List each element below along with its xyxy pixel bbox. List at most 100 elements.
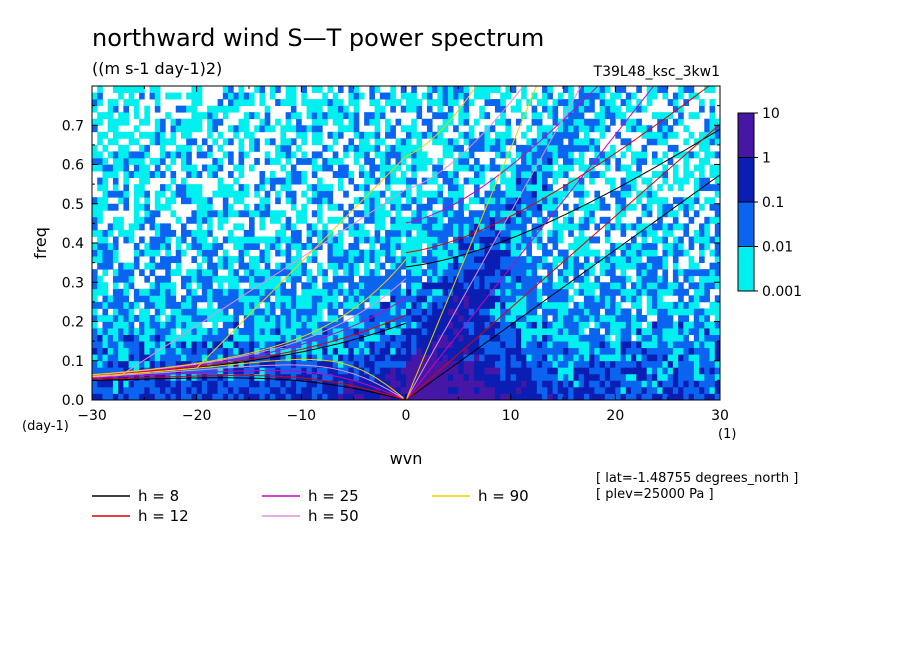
heatmap-cell bbox=[395, 229, 402, 237]
heatmap-cell bbox=[264, 157, 271, 165]
heatmap-cell bbox=[165, 203, 171, 211]
heatmap-cell bbox=[264, 328, 271, 335]
heatmap-cell bbox=[604, 373, 611, 381]
heatmap-cell bbox=[411, 164, 417, 172]
heatmap-cell bbox=[667, 314, 674, 322]
heatmap-cell bbox=[327, 243, 334, 250]
heatmap-cell bbox=[620, 275, 627, 283]
heatmap-cell bbox=[688, 347, 695, 355]
heatmap-cell bbox=[672, 262, 679, 270]
heatmap-cell bbox=[411, 236, 417, 244]
heatmap-cell bbox=[243, 393, 250, 400]
heatmap-cell bbox=[332, 275, 339, 283]
heatmap-cell bbox=[594, 112, 601, 120]
heatmap-cell bbox=[474, 314, 480, 322]
heatmap-cell bbox=[327, 144, 334, 152]
heatmap-cell bbox=[128, 314, 135, 322]
heatmap-cell bbox=[118, 216, 124, 224]
heatmap-cell bbox=[536, 354, 543, 362]
heatmap-cell bbox=[704, 236, 710, 244]
heatmap-cell bbox=[385, 301, 391, 309]
heatmap-cell bbox=[395, 341, 402, 349]
heatmap-cell bbox=[583, 321, 590, 329]
heatmap-cell bbox=[683, 386, 689, 394]
heatmap-cell bbox=[290, 380, 297, 388]
heatmap-cell bbox=[468, 354, 475, 362]
heatmap-cell bbox=[233, 275, 239, 283]
heatmap-cell bbox=[531, 308, 538, 316]
heatmap-cell bbox=[442, 138, 449, 146]
heatmap-cell bbox=[97, 386, 103, 394]
heatmap-cell bbox=[714, 164, 720, 172]
heatmap-cell bbox=[343, 125, 349, 133]
heatmap-cell bbox=[453, 295, 459, 303]
heatmap-cell bbox=[395, 275, 402, 283]
heatmap-cell bbox=[290, 190, 297, 198]
heatmap-cell bbox=[568, 184, 574, 192]
heatmap-cell bbox=[641, 190, 648, 198]
heatmap-cell bbox=[207, 360, 213, 368]
heatmap-cell bbox=[97, 256, 103, 264]
heatmap-cell bbox=[489, 269, 496, 277]
heatmap-cell bbox=[573, 138, 580, 146]
heatmap-cell bbox=[416, 112, 423, 120]
heatmap-cell bbox=[285, 288, 292, 296]
heatmap-cell bbox=[395, 243, 402, 250]
heatmap-cell bbox=[688, 197, 695, 205]
heatmap-cell bbox=[374, 86, 381, 93]
heatmap-cell bbox=[453, 328, 459, 335]
heatmap-cell bbox=[479, 321, 485, 329]
heatmap-cell bbox=[306, 288, 313, 296]
heatmap-cell bbox=[337, 177, 344, 185]
heatmap-cell bbox=[437, 210, 444, 218]
heatmap-cell bbox=[301, 386, 307, 394]
heatmap-cell bbox=[714, 321, 720, 329]
heatmap-cell bbox=[406, 256, 412, 264]
y-tick-label: 0.4 bbox=[62, 236, 84, 252]
heatmap-cell bbox=[615, 86, 621, 93]
heatmap-cell bbox=[97, 360, 103, 368]
heatmap-cell bbox=[385, 125, 391, 133]
heatmap-cell bbox=[494, 203, 501, 211]
heatmap-cell bbox=[542, 190, 548, 198]
heatmap-cell bbox=[510, 380, 517, 388]
heatmap-cell bbox=[547, 334, 553, 342]
heatmap-cell bbox=[238, 347, 245, 355]
heatmap-cell bbox=[306, 99, 313, 107]
heatmap-cell bbox=[557, 190, 564, 198]
heatmap-cell bbox=[589, 177, 595, 185]
heatmap-cell bbox=[280, 138, 287, 146]
heatmap-cell bbox=[322, 229, 328, 237]
heatmap-cell bbox=[296, 249, 302, 257]
heatmap-cell bbox=[92, 295, 98, 303]
heatmap-cell bbox=[343, 288, 349, 296]
heatmap-cell bbox=[385, 151, 391, 159]
heatmap-cell bbox=[317, 373, 323, 381]
heatmap-cell bbox=[458, 288, 464, 296]
heatmap-cell bbox=[222, 347, 229, 355]
heatmap-cell bbox=[92, 144, 98, 152]
heatmap-cell bbox=[552, 171, 559, 178]
heatmap-cell bbox=[583, 86, 590, 93]
heatmap-cell bbox=[505, 321, 512, 329]
heatmap-cell bbox=[364, 171, 370, 178]
heatmap-cell bbox=[709, 197, 716, 205]
heatmap-cell bbox=[317, 197, 323, 205]
heatmap-cell bbox=[568, 308, 574, 316]
heatmap-cell bbox=[421, 210, 428, 218]
heatmap-cell bbox=[264, 190, 271, 198]
heatmap-cell bbox=[290, 236, 297, 244]
heatmap-cell bbox=[128, 380, 135, 388]
heatmap-cell bbox=[186, 288, 192, 296]
heatmap-cell bbox=[463, 92, 470, 100]
heatmap-cell bbox=[432, 295, 438, 303]
heatmap-cell bbox=[557, 386, 564, 394]
heatmap-cell bbox=[583, 380, 590, 388]
heatmap-cell bbox=[306, 360, 313, 368]
heatmap-cell bbox=[583, 354, 590, 362]
heatmap-cell bbox=[186, 354, 192, 362]
heatmap-cell bbox=[426, 341, 433, 349]
heatmap-cell bbox=[651, 131, 658, 139]
heatmap-cell bbox=[369, 282, 375, 290]
heatmap-cell bbox=[704, 328, 710, 335]
